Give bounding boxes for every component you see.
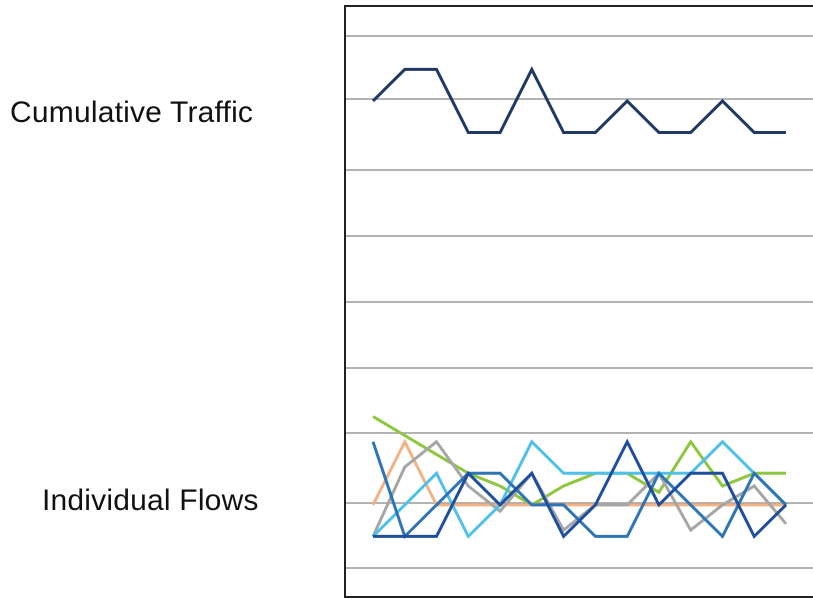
individual-flow-line-4	[371, 439, 788, 539]
individual-flow-line-3	[371, 439, 788, 538]
individual-flow-line-2	[371, 438, 786, 507]
gridlines	[345, 35, 813, 569]
cumulative-traffic-line	[371, 66, 786, 134]
plot-frame	[344, 5, 813, 598]
cumulative-traffic-label: Cumulative Traffic	[10, 96, 254, 129]
series-layer	[371, 66, 788, 540]
individual-flow-line-1	[372, 415, 786, 507]
individual-flow-line-6	[373, 438, 788, 539]
individual-flows-label: Individual Flows	[42, 484, 259, 517]
